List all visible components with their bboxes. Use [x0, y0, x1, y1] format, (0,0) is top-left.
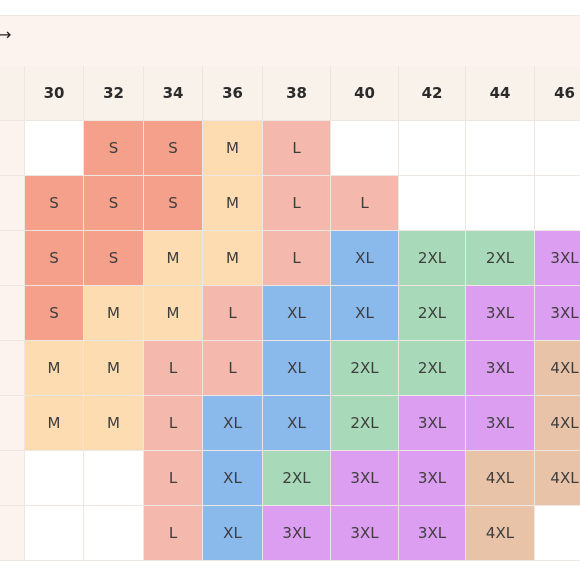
size-cell: XL	[263, 286, 331, 341]
size-cell: M	[203, 231, 263, 286]
empty-cell	[535, 506, 580, 561]
size-cell: M	[84, 286, 144, 341]
size-cell: 2XL	[466, 231, 535, 286]
size-cell: 3XL	[466, 286, 535, 341]
size-cell: XL	[203, 506, 263, 561]
row-header	[0, 506, 25, 561]
empty-cell	[84, 451, 144, 506]
empty-cell	[399, 176, 466, 231]
size-cell: 3XL	[399, 396, 466, 451]
row-header	[0, 451, 25, 506]
column-header: 40	[331, 66, 399, 121]
size-cell: 2XL	[399, 231, 466, 286]
size-cell: S	[84, 176, 144, 231]
size-cell: L	[263, 121, 331, 176]
column-header: 36	[203, 66, 263, 121]
size-cell: M	[203, 121, 263, 176]
size-cell: S	[25, 286, 84, 341]
empty-cell	[25, 121, 84, 176]
size-cell: S	[84, 231, 144, 286]
size-cell: 4XL	[535, 341, 580, 396]
column-header: 34	[144, 66, 203, 121]
size-cell: M	[144, 286, 203, 341]
row-header	[0, 396, 25, 451]
size-cell: XL	[263, 341, 331, 396]
row-header	[0, 341, 25, 396]
size-cell: L	[144, 396, 203, 451]
size-cell: S	[84, 121, 144, 176]
size-cell: L	[263, 176, 331, 231]
size-cell: 4XL	[466, 451, 535, 506]
size-cell: M	[25, 341, 84, 396]
empty-cell	[535, 176, 580, 231]
row-header	[0, 286, 25, 341]
size-cell: 2XL	[331, 341, 399, 396]
size-cell: 2XL	[263, 451, 331, 506]
size-cell: XL	[331, 286, 399, 341]
size-cell: XL	[331, 231, 399, 286]
empty-cell	[399, 121, 466, 176]
size-cell: L	[144, 451, 203, 506]
empty-cell	[25, 451, 84, 506]
size-cell: 3XL	[535, 286, 580, 341]
empty-cell	[331, 121, 399, 176]
size-cell: 4XL	[466, 506, 535, 561]
column-header: 44	[466, 66, 535, 121]
size-cell: 4XL	[535, 396, 580, 451]
size-cell: L	[144, 341, 203, 396]
column-header: 30	[25, 66, 84, 121]
size-cell: S	[25, 176, 84, 231]
size-cell: S	[144, 121, 203, 176]
size-cell: L	[203, 341, 263, 396]
size-cell: 2XL	[399, 286, 466, 341]
column-header: 42	[399, 66, 466, 121]
size-cell: S	[25, 231, 84, 286]
size-cell: 2XL	[399, 341, 466, 396]
size-cell: M	[25, 396, 84, 451]
size-cell: M	[84, 341, 144, 396]
size-cell: L	[203, 286, 263, 341]
size-cell: L	[331, 176, 399, 231]
row-header	[0, 121, 25, 176]
arrow-right-icon[interactable]: →	[0, 25, 12, 44]
size-cell: 3XL	[466, 396, 535, 451]
column-header: 38	[263, 66, 331, 121]
empty-cell	[535, 121, 580, 176]
column-header: 32	[84, 66, 144, 121]
size-cell: XL	[203, 451, 263, 506]
row-header	[0, 176, 25, 231]
size-cell: 4XL	[535, 451, 580, 506]
empty-cell	[466, 121, 535, 176]
size-cell: 3XL	[263, 506, 331, 561]
empty-cell	[84, 506, 144, 561]
table-corner-cell	[0, 66, 25, 121]
size-cell: L	[144, 506, 203, 561]
size-cell: 3XL	[399, 506, 466, 561]
size-cell: 3XL	[331, 451, 399, 506]
size-cell: 2XL	[331, 396, 399, 451]
size-cell: 3XL	[466, 341, 535, 396]
size-cell: 3XL	[535, 231, 580, 286]
size-cell: M	[84, 396, 144, 451]
empty-cell	[25, 506, 84, 561]
size-cell: 3XL	[331, 506, 399, 561]
size-cell: XL	[203, 396, 263, 451]
row-header	[0, 231, 25, 286]
size-cell: L	[263, 231, 331, 286]
navigation-band	[0, 15, 580, 68]
empty-cell	[466, 176, 535, 231]
size-cell: 3XL	[399, 451, 466, 506]
size-cell: S	[144, 176, 203, 231]
column-header: 46	[535, 66, 580, 121]
size-cell: M	[144, 231, 203, 286]
size-cell: XL	[263, 396, 331, 451]
size-cell: M	[203, 176, 263, 231]
